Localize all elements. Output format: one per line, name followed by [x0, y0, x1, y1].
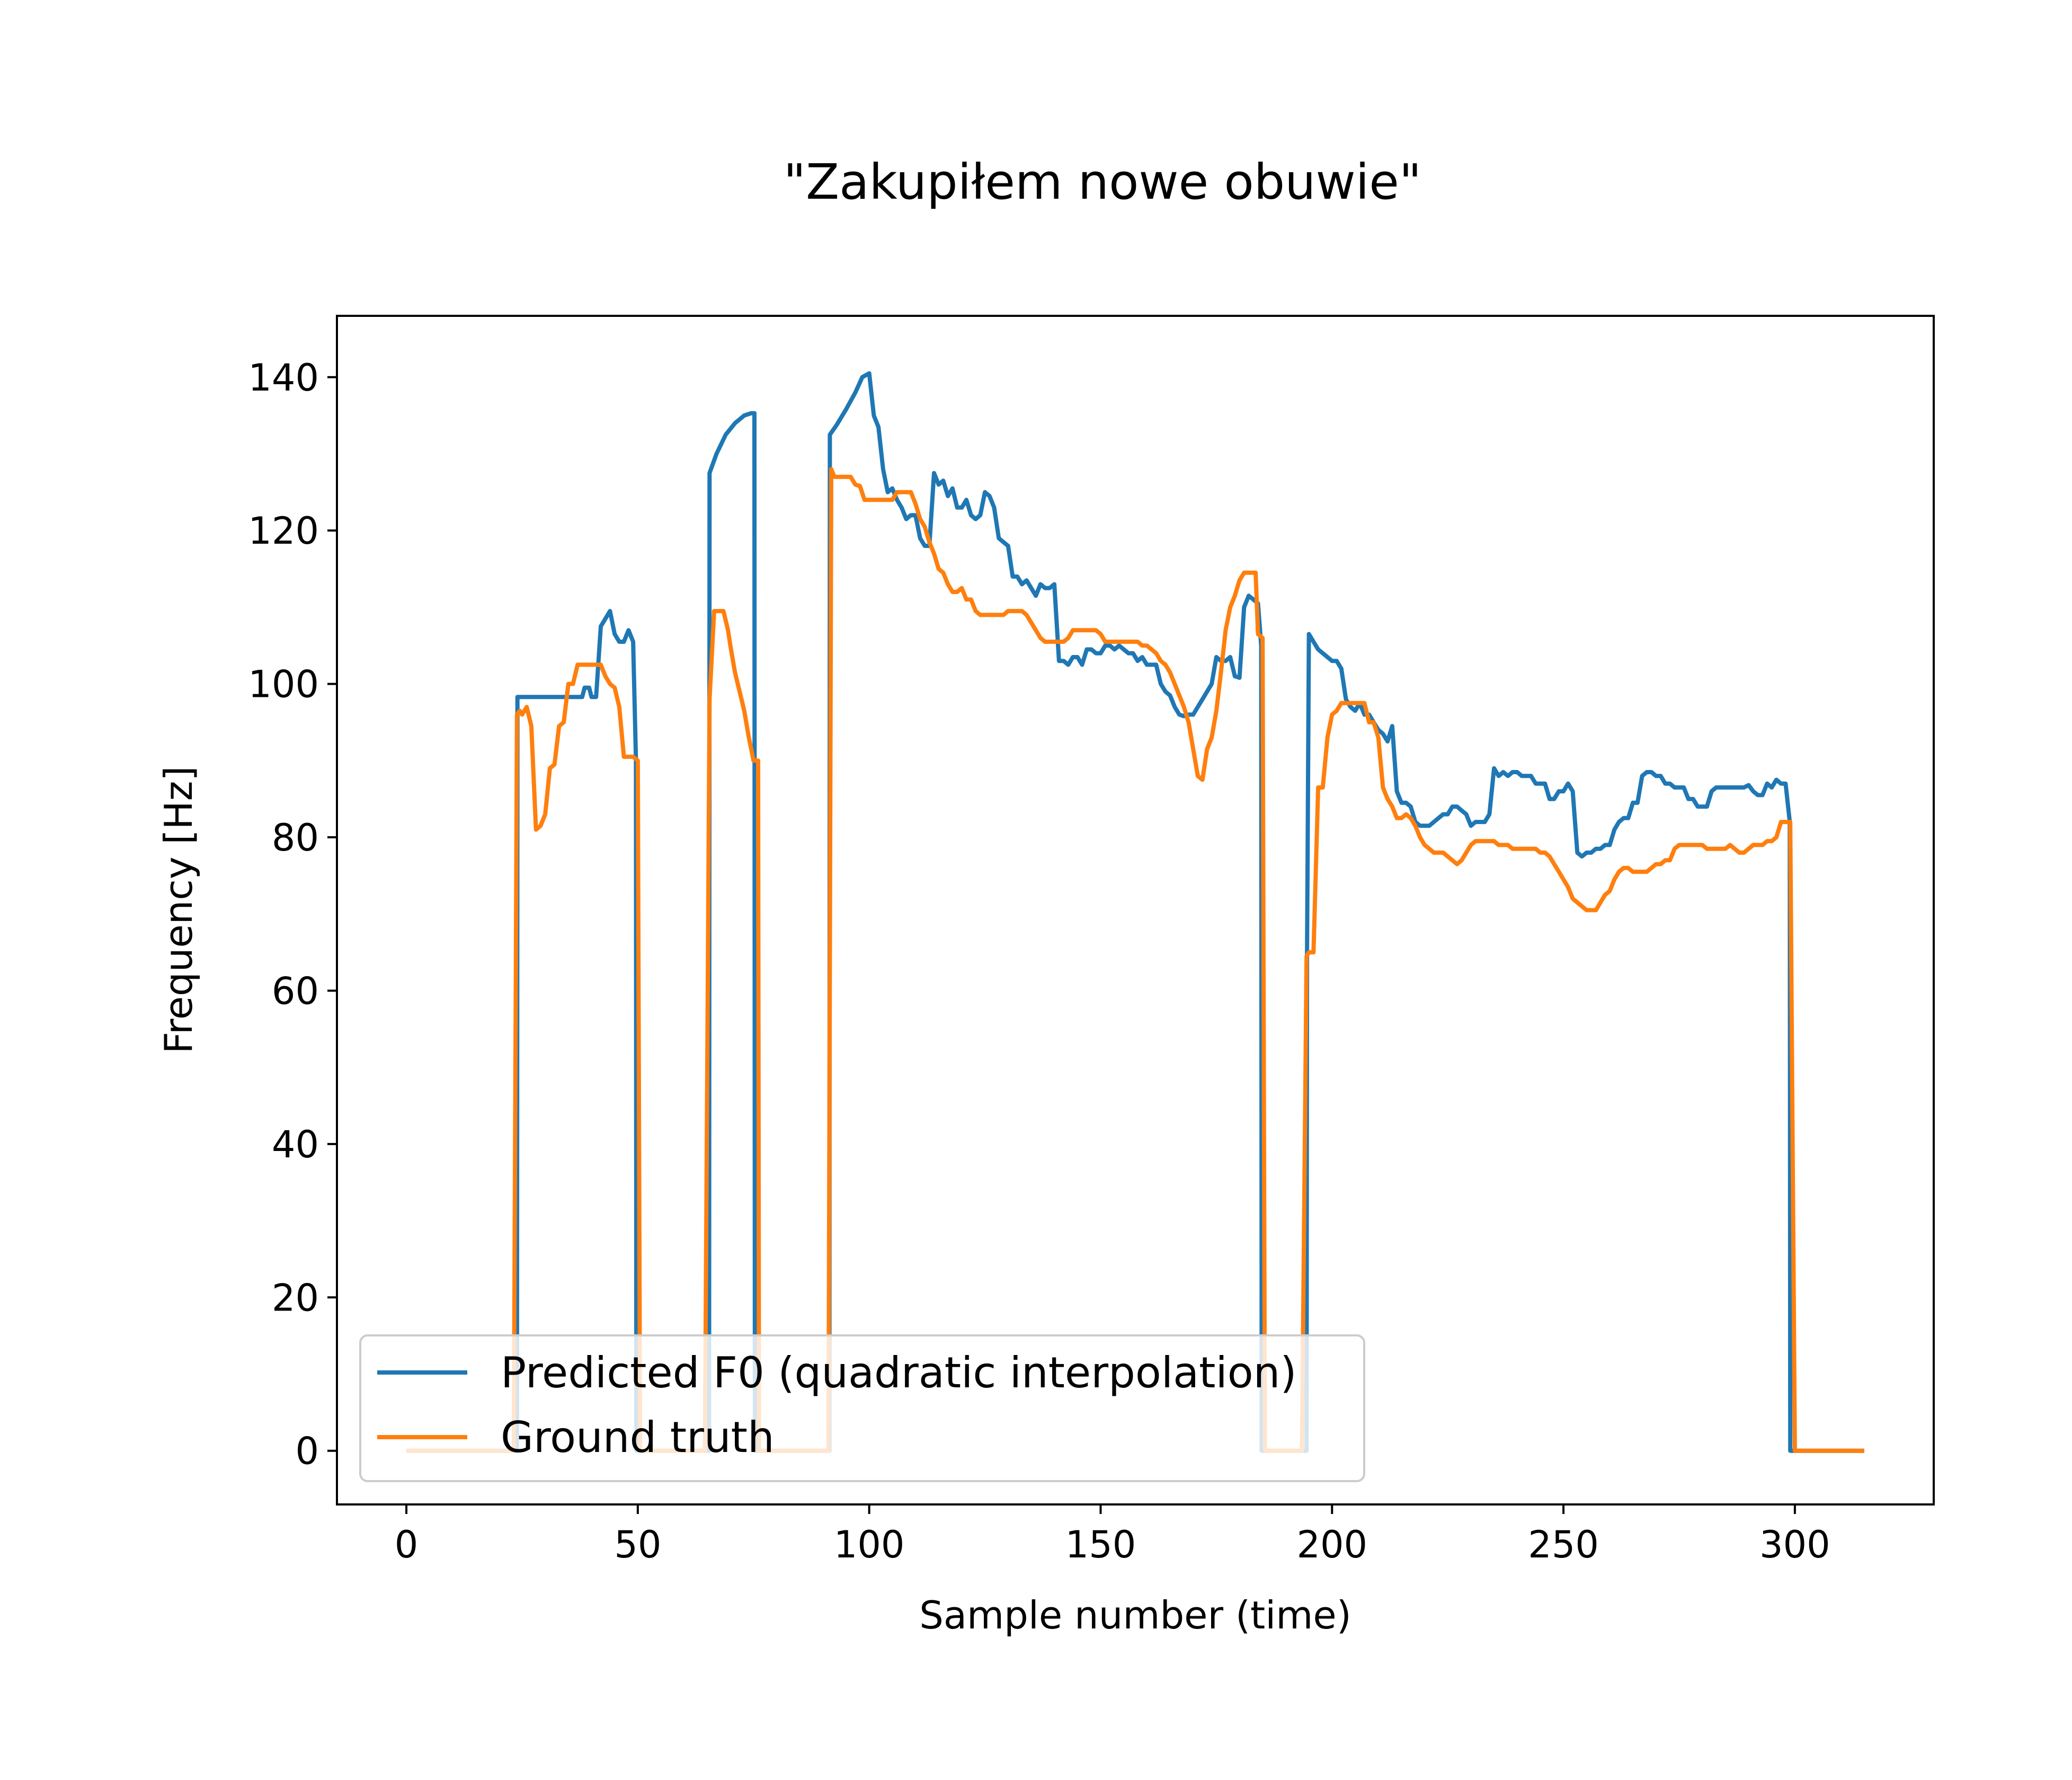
- x-tick-label: 100: [834, 1523, 905, 1566]
- y-tick-label: 100: [248, 663, 319, 706]
- x-tick-label: 50: [614, 1523, 661, 1566]
- legend: Predicted F0 (quadratic interpolation) G…: [359, 1334, 1365, 1482]
- x-tick-label: 0: [395, 1523, 419, 1566]
- x-tick-label: 150: [1065, 1523, 1136, 1566]
- plot-lines: [406, 371, 1864, 1453]
- x-tick-label: 200: [1296, 1523, 1367, 1566]
- legend-box: [359, 1334, 1365, 1482]
- chart-title: "Zakupiłem nowe obuwie": [784, 154, 1421, 210]
- y-tick-label: 40: [272, 1123, 319, 1166]
- y-tick-label: 140: [248, 356, 319, 400]
- y-axis-label: Frequency [Hz]: [156, 766, 201, 1054]
- series-line-1: [406, 467, 1864, 1453]
- legend-label-ground-truth: Ground truth: [501, 1413, 775, 1462]
- axes-frame: [336, 315, 1935, 1506]
- y-tick-label: 80: [272, 816, 319, 860]
- x-tick-label: 300: [1759, 1523, 1830, 1566]
- y-tick-label: 0: [295, 1430, 319, 1473]
- x-axis-label: Sample number (time): [919, 1593, 1351, 1637]
- series-line-0: [406, 371, 1864, 1453]
- y-tick-label: 60: [272, 969, 319, 1013]
- x-axis-ticks: 0 50 100 150 200 250 300: [395, 1504, 1830, 1566]
- y-tick-label: 120: [248, 509, 319, 553]
- y-tick-label: 20: [272, 1276, 319, 1319]
- legend-label-predicted: Predicted F0 (quadratic interpolation): [501, 1348, 1297, 1397]
- x-tick-label: 250: [1528, 1523, 1599, 1566]
- y-axis-ticks: 0 20 40 60 80 100 120 140: [248, 356, 337, 1473]
